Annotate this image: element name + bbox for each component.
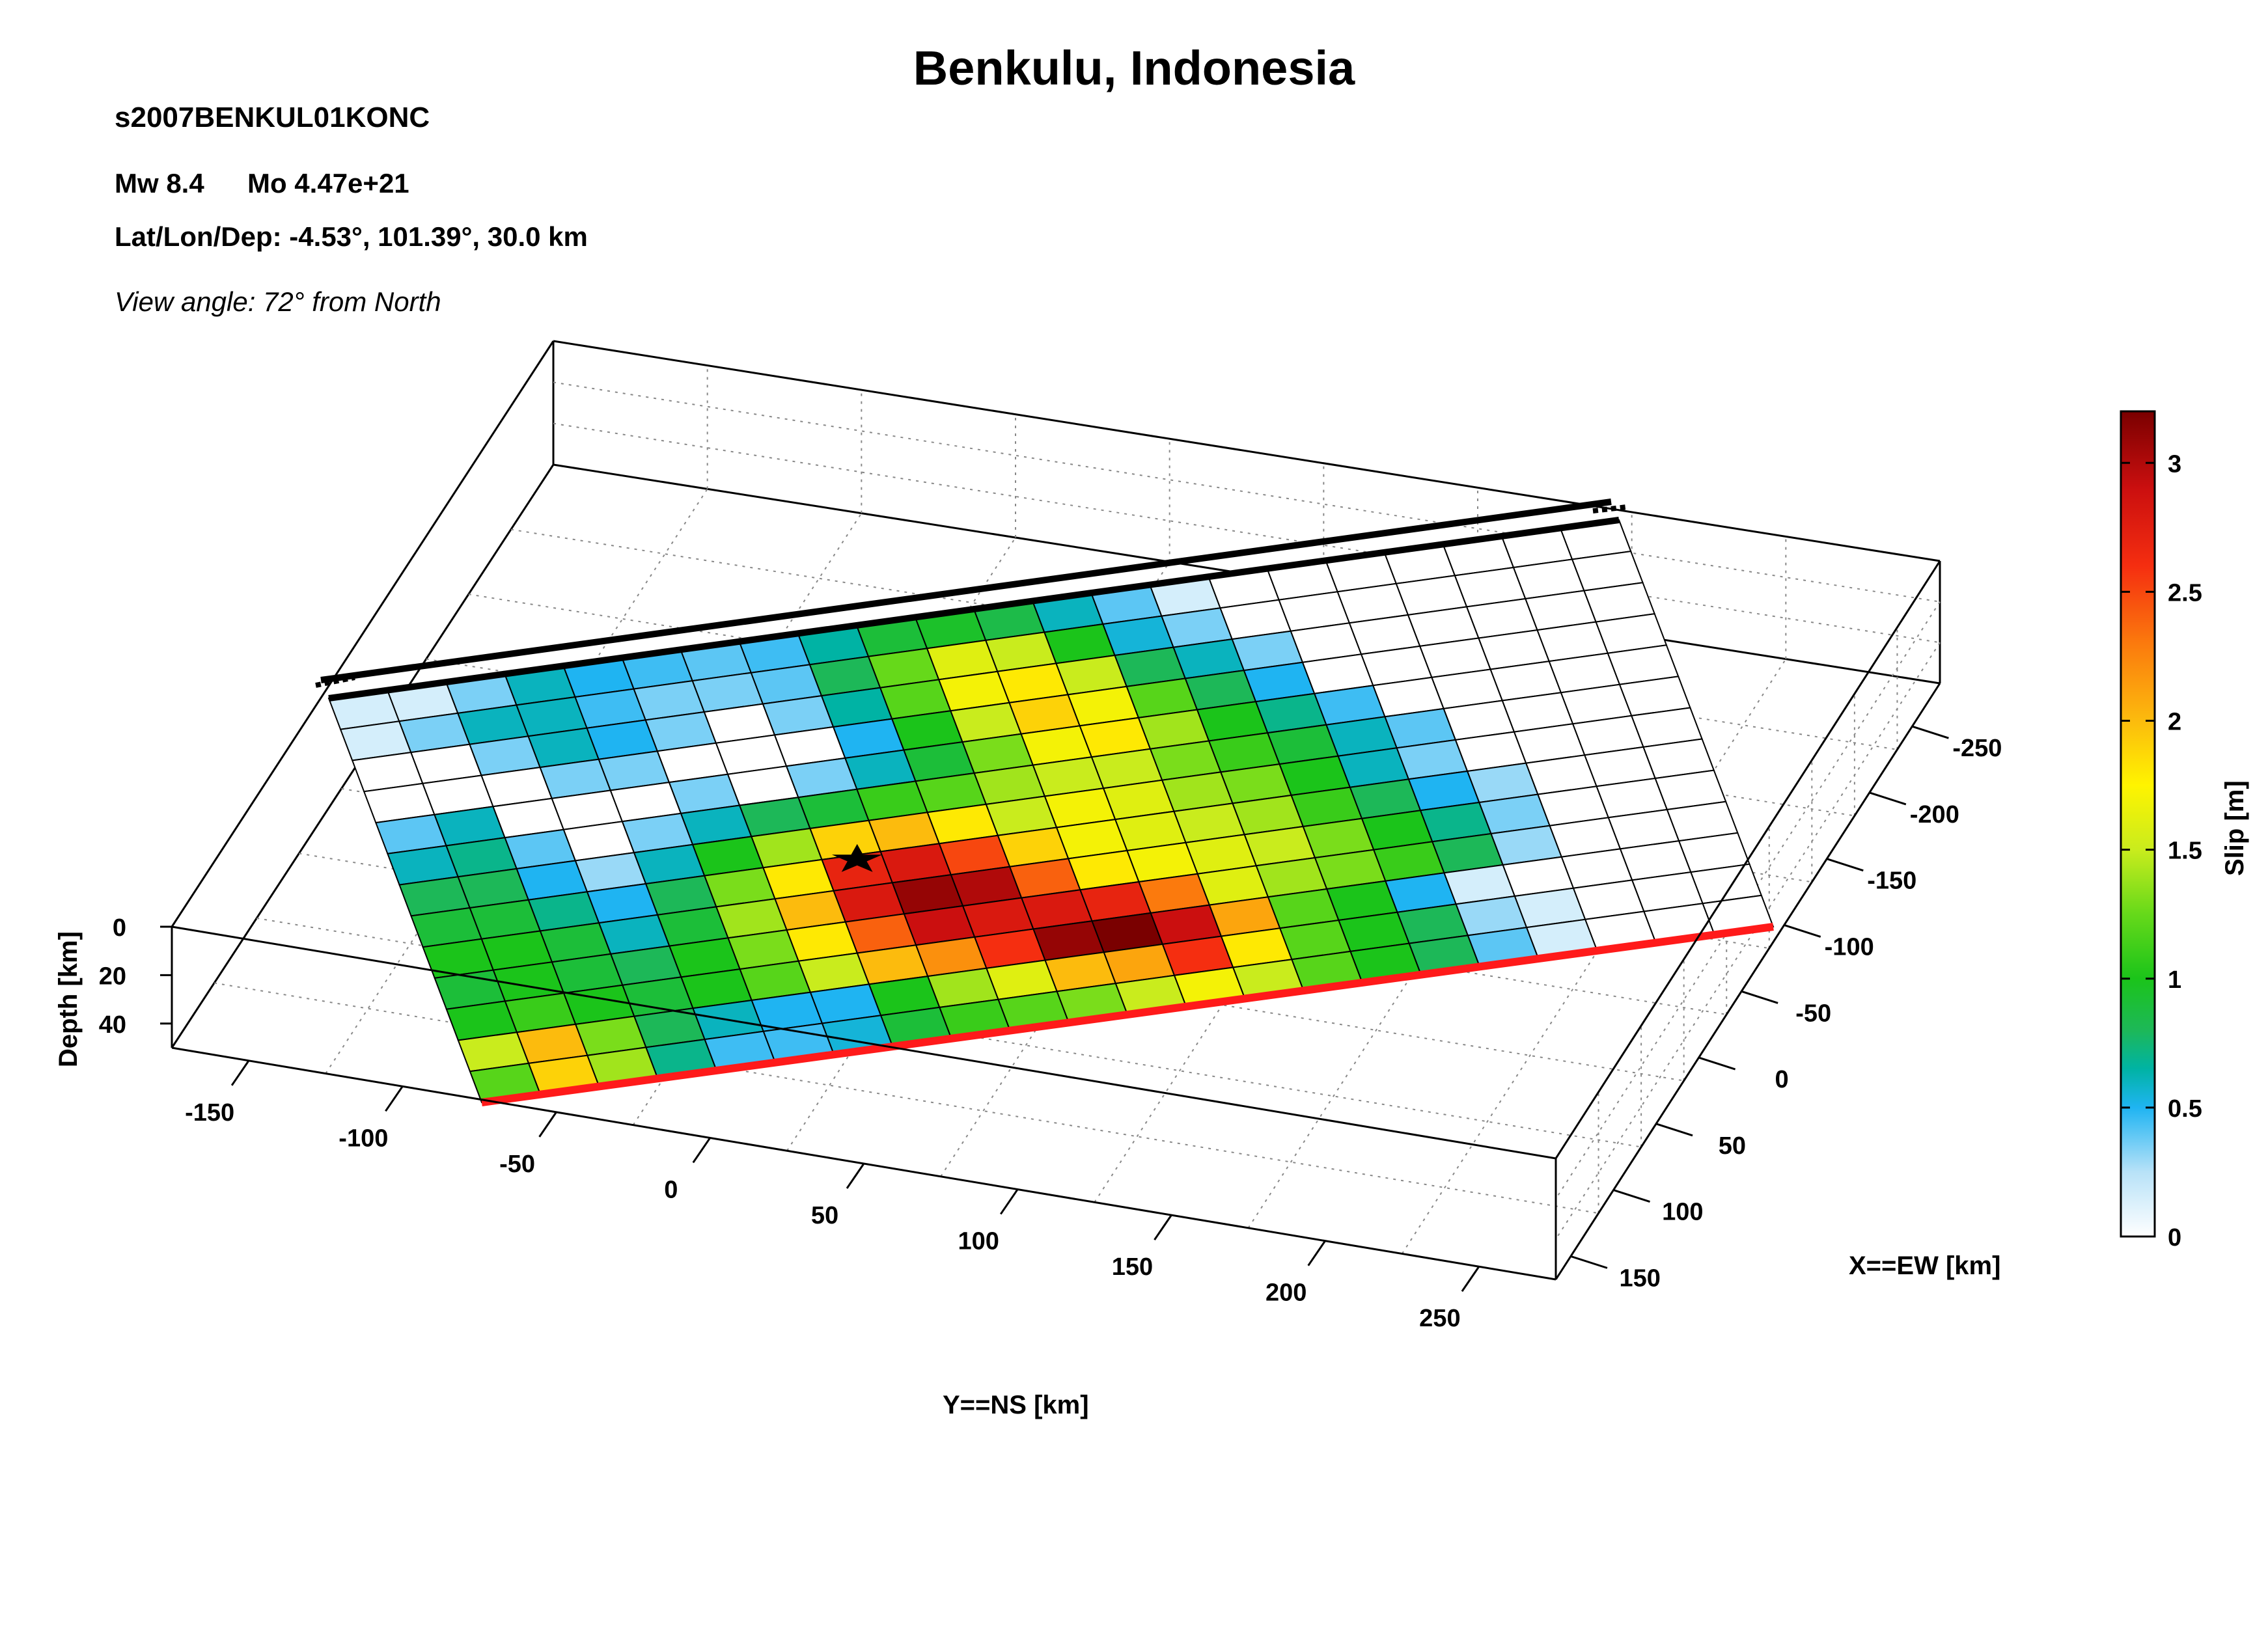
- depth-tick-label: 40: [99, 1011, 126, 1039]
- x-tick-mark: [1698, 1056, 1736, 1071]
- colorbar-scale: [2120, 410, 2156, 1238]
- y-tick-label: 50: [811, 1202, 838, 1229]
- chart-title: Benkulu, Indonesia: [913, 41, 1355, 95]
- y-tick-label: 150: [1112, 1253, 1153, 1281]
- seismic-moment: Mo 4.47e+21: [247, 168, 409, 198]
- x-tick-mark: [1826, 858, 1864, 872]
- fault-slip-patches: [327, 519, 1775, 1104]
- colorbar: 0 0.5 1 1.5 2 2.5 3 Slip [m]: [2120, 410, 2249, 1251]
- y-tick-mark: [1307, 1240, 1326, 1266]
- y-axis-label: Y==NS [km]: [943, 1391, 1089, 1419]
- moment-magnitude: Mw 8.4: [115, 168, 204, 198]
- x-tick-mark: [1869, 791, 1907, 806]
- x-tick-label: 150: [1620, 1264, 1661, 1292]
- event-id: s2007BENKUL01KONC: [115, 102, 430, 133]
- x-tick-label: 100: [1662, 1199, 1703, 1226]
- colorbar-ticks: 0 0.5 1 1.5 2 2.5 3: [2121, 450, 2202, 1251]
- x-tick-mark: [1570, 1255, 1608, 1269]
- y-tick-mark: [846, 1163, 865, 1189]
- y-tick-label: -150: [185, 1099, 234, 1127]
- fault-top-edge: [328, 517, 1620, 702]
- hypocenter-star: [831, 843, 883, 872]
- y-tick-mark: [230, 1059, 250, 1086]
- y-tick-mark: [538, 1112, 557, 1138]
- colorbar-tick-label: 0.5: [2168, 1095, 2202, 1123]
- y-tick-mark: [1154, 1214, 1172, 1240]
- x-tick-mark: [1784, 924, 1821, 938]
- colorbar-tick-label: 1: [2168, 966, 2181, 994]
- x-tick-mark: [1655, 1123, 1693, 1137]
- x-tick-mark: [1613, 1189, 1650, 1203]
- fault-bottom-edge: [481, 923, 1774, 1106]
- hypocenter-star-icon: [831, 843, 883, 872]
- y-tick-mark: [1461, 1266, 1480, 1292]
- x-tick-label: -250: [1952, 735, 2002, 762]
- y-tick-mark: [999, 1188, 1019, 1215]
- x-tick-label: -100: [1825, 933, 1874, 961]
- colorbar-tick-label: 3: [2168, 450, 2181, 478]
- y-tick-label: -100: [339, 1125, 388, 1152]
- fault-trace-dotted-right: [1592, 504, 1627, 513]
- x-tick-label: -150: [1867, 868, 1916, 895]
- x-axis-label: X==EW [km]: [1849, 1251, 2000, 1280]
- y-tick-mark: [692, 1137, 712, 1164]
- depth-axis-label: Depth [km]: [54, 931, 83, 1067]
- depth-tick-label: 0: [113, 914, 126, 942]
- x-axis-ticks: -250 -200 -150 -100 -50 0 50 100 150: [1570, 725, 2002, 1292]
- y-tick-label: 0: [664, 1176, 678, 1203]
- y-axis-ticks: -150 -100 -50 0 50 100 150 200 250: [185, 1059, 1480, 1332]
- depth-axis-ticks: 0 20 40: [99, 914, 172, 1039]
- x-tick-mark: [1741, 990, 1778, 1004]
- colorbar-tick-label: 2.5: [2168, 579, 2202, 607]
- y-tick-label: -50: [499, 1151, 535, 1178]
- y-tick-label: 100: [958, 1228, 999, 1255]
- y-tick-mark: [385, 1086, 404, 1112]
- x-tick-mark: [1911, 725, 1949, 739]
- fault-trace-dotted-left: [315, 675, 355, 688]
- depth-tick-label: 20: [99, 963, 126, 990]
- y-tick-label: 250: [1419, 1305, 1460, 1332]
- x-tick-label: 0: [1775, 1066, 1788, 1093]
- fault-edges: [315, 499, 1774, 1106]
- x-tick-label: 50: [1719, 1132, 1746, 1160]
- colorbar-tick-label: 2: [2168, 709, 2181, 736]
- colorbar-tick-label: 0: [2168, 1224, 2181, 1251]
- colorbar-label: Slip [m]: [2220, 780, 2249, 876]
- y-tick-label: 200: [1265, 1279, 1307, 1307]
- fault-trace-top: [320, 499, 1612, 683]
- view-angle-note: View angle: 72° from North: [115, 286, 441, 317]
- x-tick-label: -50: [1795, 1000, 1831, 1027]
- x-tick-label: -200: [1910, 801, 1959, 828]
- hypocenter-location: Lat/Lon/Dep: -4.53°, 101.39°, 30.0 km: [115, 221, 588, 252]
- colorbar-tick-label: 1.5: [2168, 838, 2202, 865]
